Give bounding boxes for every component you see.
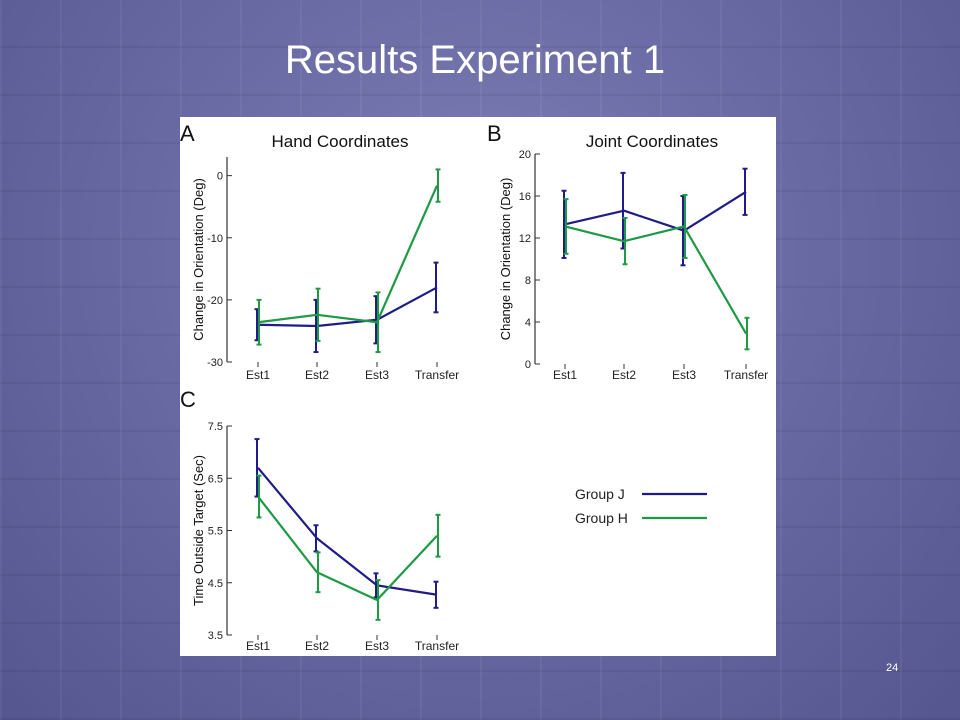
panel-c-y-tick-label: 7.5 — [208, 421, 223, 433]
panel-c-group-j-line — [257, 467, 438, 596]
panel-c-group-h-line — [257, 495, 438, 602]
panel-b-ylabel: Change in Orientation (Deg) — [498, 178, 513, 341]
panel-c-label: C — [180, 387, 196, 412]
panel-c-x-tick-label: Est2 — [305, 639, 329, 653]
panel-b-y-tick-label: 4 — [525, 317, 531, 329]
panel-a-x-tick-label: Est3 — [365, 368, 389, 382]
panel-c-y-tick-label: 3.5 — [208, 630, 223, 642]
panel-b-x-tick-label: Est2 — [612, 368, 636, 382]
panel-b-label: B — [487, 121, 502, 146]
panel-c-x-tick-label: Est3 — [365, 639, 389, 653]
panel-a-group-j-line — [257, 286, 438, 328]
panel-a-ylabel: Change in Orientation (Deg) — [191, 178, 206, 341]
panel-b-title: Joint Coordinates — [586, 132, 718, 151]
slide-title: Results Experiment 1 — [284, 38, 666, 82]
panel-b-group-j-line — [564, 190, 747, 232]
panel-a-y-tick-label: 0 — [217, 171, 223, 183]
panel-b-y-tick-label: 0 — [525, 359, 531, 371]
legend-group-h-label: Group H — [575, 510, 628, 526]
panel-a-y-tick-label: -30 — [207, 357, 223, 369]
panel-b-group-h-line — [564, 225, 747, 335]
panel-b-x-tick-label: Est3 — [672, 368, 696, 382]
page-number: 24 — [886, 662, 899, 674]
panel-a-x-tick-label: Est1 — [246, 368, 270, 382]
panel-c-x-tick-label: Transfer — [415, 639, 459, 653]
panel-a-label: A — [180, 121, 195, 146]
panel-b-y-tick-label: 12 — [519, 233, 531, 245]
figure-panel: A Hand Coordinates 0 -10 -20 -30 Change in Ori… — [180, 117, 776, 656]
panel-c-y-tick-label: 6.5 — [208, 473, 223, 485]
results-figure: A Hand Coordinates 0 -10 -20 -30 Change in Ori… — [180, 121, 768, 653]
panel-a-group-h-line — [257, 185, 439, 324]
panel-a-y-tick-label: -10 — [207, 233, 223, 245]
panel-c-y-tick-label: 5.5 — [208, 526, 223, 538]
panel-b-y-tick-label: 20 — [519, 149, 531, 161]
panel-b-y-tick-label: 16 — [519, 191, 531, 203]
panel-b-y-tick-label: 8 — [525, 275, 531, 287]
panel-c-x-tick-label: Est1 — [246, 639, 270, 653]
panel-b-x-tick-label: Est1 — [553, 368, 577, 382]
panel-a-x-tick-label: Est2 — [305, 368, 329, 382]
panel-c-y-tick-label: 4.5 — [208, 578, 223, 590]
panel-a-x-tick-label: Transfer — [415, 368, 459, 382]
legend-group-j-label: Group J — [575, 486, 625, 502]
panel-a-title: Hand Coordinates — [271, 132, 408, 151]
panel-c-ylabel: Time Outside Target (Sec) — [191, 455, 206, 606]
panel-b-x-tick-label: Transfer — [724, 368, 768, 382]
panel-a-y-tick-label: -20 — [207, 295, 223, 307]
